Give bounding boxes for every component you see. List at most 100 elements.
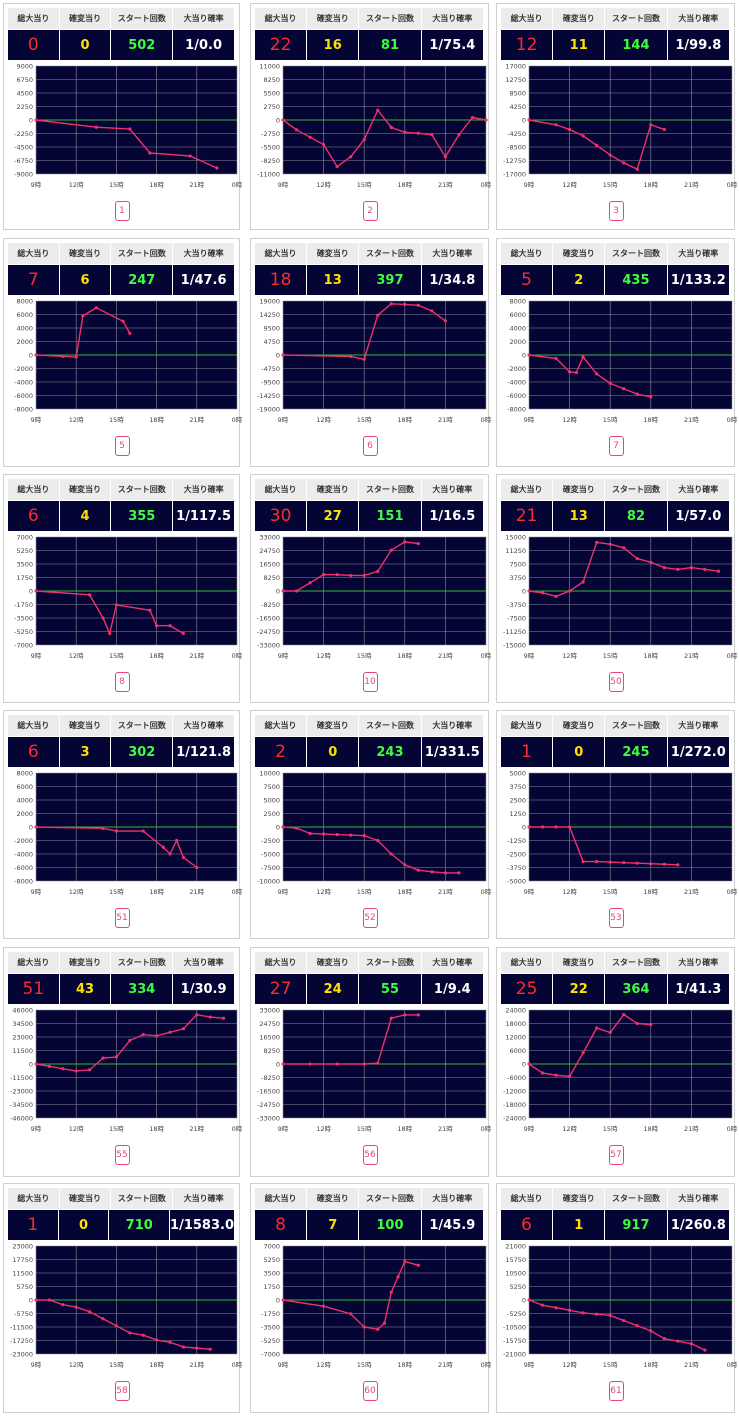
start-count-value: 55	[359, 974, 422, 1004]
y-tick-label: 0	[522, 351, 526, 359]
machine-number-button[interactable]: 56	[362, 1145, 378, 1165]
data-point	[689, 1342, 693, 1346]
machine-card: 総大当り 確変当り スタート回数 大当り確率 6 4 355 1/117.5 7000 5250 3…	[3, 474, 243, 703]
y-tick-label: 6750	[16, 76, 33, 84]
stats-header: 総大当り 確変当り スタート回数 大当り確率	[8, 715, 235, 736]
data-point	[74, 1305, 78, 1309]
header-kakuhen: 確変当り	[307, 479, 360, 500]
header-rate: 大当り確率	[667, 715, 730, 736]
machine-card: 総大当り 確変当り スタート回数 大当り確率 22 16 81 1/75.4 11000 8250…	[250, 3, 492, 230]
stats-values: 27 24 55 1/9.4	[255, 974, 484, 1004]
data-point	[635, 167, 639, 171]
machine-card: 総大当り 確変当り スタート回数 大当り確率 0 0 502 1/0.0 9000 6750 450…	[3, 3, 243, 230]
y-tick-label: -3500	[14, 614, 33, 622]
x-tick-label: 21時	[189, 1125, 204, 1133]
header-kakuhen: 確変当り	[307, 1188, 360, 1209]
machine-number-button[interactable]: 2	[362, 201, 378, 221]
data-point	[622, 546, 626, 550]
total-hits-value: 1	[8, 1210, 59, 1240]
data-point	[416, 1263, 420, 1267]
y-tick-label: 2500	[509, 796, 526, 804]
data-point	[74, 355, 78, 359]
y-tick-label: -11000	[257, 170, 280, 178]
y-tick-label: 16500	[259, 560, 280, 568]
data-point	[281, 118, 285, 122]
y-tick-label: 18000	[505, 1020, 526, 1028]
machine-number-button[interactable]: 3	[608, 201, 624, 221]
machine-number-button[interactable]: 8	[114, 672, 130, 692]
y-tick-label: 17000	[505, 62, 526, 70]
machine-number-button[interactable]: 10	[362, 672, 378, 692]
y-tick-label: 4000	[16, 796, 33, 804]
machine-number-button[interactable]: 1	[114, 201, 130, 221]
profit-chart: 10000 7500 5000 2500 0 -2500 -5000 -7500 -10000 9…	[257, 769, 492, 896]
data-point	[294, 826, 299, 830]
profit-chart: 15000 11250 7500 3750 0 -3750 -7500 -11250 -1500…	[503, 533, 738, 660]
machine-number-button[interactable]: 61	[608, 1381, 624, 1401]
machine-number-button[interactable]: 60	[362, 1381, 378, 1401]
kakuhen-hits-value: 0	[60, 30, 112, 60]
y-tick-label: -17250	[10, 1337, 33, 1345]
header-total: 総大当り	[255, 1188, 308, 1209]
y-tick-label: 9500	[263, 324, 280, 332]
data-point	[527, 1062, 531, 1066]
x-tick-label: 15時	[109, 416, 124, 424]
machine-number-button[interactable]: 5	[114, 436, 130, 456]
header-rate: 大当り確率	[667, 479, 730, 500]
total-hits-value: 6	[8, 501, 60, 531]
y-tick-label: -2000	[14, 837, 33, 845]
data-point	[635, 557, 639, 561]
header-total: 総大当り	[501, 243, 554, 264]
data-point	[527, 118, 531, 122]
y-tick-label: 4750	[263, 338, 280, 346]
y-tick-label: -6000	[507, 392, 526, 400]
y-tick-label: -6000	[14, 392, 33, 400]
stats-values: 25 22 364 1/41.3	[501, 974, 730, 1004]
data-point	[114, 829, 118, 833]
machine-number-button[interactable]: 51	[114, 908, 130, 928]
kakuhen-hits-value: 13	[307, 265, 360, 295]
data-point	[335, 1062, 339, 1066]
start-count-value: 502	[111, 30, 174, 60]
y-tick-label: -9500	[261, 378, 280, 386]
machine-number-button[interactable]: 58	[114, 1381, 130, 1401]
data-point	[568, 825, 572, 829]
x-tick-label: 21時	[684, 181, 699, 189]
data-point	[581, 859, 585, 864]
y-tick-label: -23000	[10, 1087, 33, 1095]
machine-number-button[interactable]: 6	[362, 436, 378, 456]
profit-chart: 7000 5250 3500 1750 0 -1750 -3500 -5250 -7000 9時 1…	[14, 533, 243, 660]
profit-chart: 19000 14250 9500 4750 0 -4750 -9500 -14250 -1900…	[257, 297, 492, 424]
data-point	[649, 1023, 653, 1027]
header-total: 総大当り	[255, 243, 308, 264]
series-line	[282, 108, 487, 168]
header-start: スタート回数	[111, 8, 174, 29]
x-tick-label: 9時	[278, 1125, 289, 1133]
y-tick-label: 5250	[16, 547, 33, 555]
machine-number-button[interactable]: 52	[362, 908, 378, 928]
data-point	[457, 871, 461, 875]
data-point	[281, 1062, 285, 1066]
data-point	[47, 1064, 52, 1068]
y-tick-label: 19000	[259, 297, 280, 305]
machine-number-button[interactable]: 55	[114, 1145, 130, 1165]
x-tick-label: 12時	[69, 181, 84, 189]
profit-chart: 5000 3750 2500 1250 0 -1250 -2500 -3750 -5000 9時 1…	[507, 769, 738, 896]
header-rate: 大当り確率	[421, 952, 484, 973]
profit-chart: 46000 34500 23000 11500 0 -11500 -23000 -34500 -…	[10, 1006, 243, 1133]
kakuhen-hits-value: 1	[553, 1210, 606, 1240]
y-tick-label: -5250	[261, 1337, 280, 1345]
kakuhen-hits-value: 3	[60, 737, 112, 767]
header-start: スタート回数	[605, 243, 668, 264]
data-point	[376, 313, 380, 317]
machine-number-button[interactable]: 57	[608, 1145, 624, 1165]
machine-number-button[interactable]: 7	[608, 436, 624, 456]
stats-header: 総大当り 確変当り スタート回数 大当り確率	[8, 479, 235, 500]
data-point	[349, 354, 353, 359]
machine-number-button[interactable]: 50	[608, 672, 624, 692]
y-tick-label: 7500	[509, 560, 526, 568]
data-point	[349, 573, 353, 578]
header-kakuhen: 確変当り	[59, 243, 112, 264]
total-hits-value: 0	[8, 30, 60, 60]
machine-number-button[interactable]: 53	[608, 908, 624, 928]
